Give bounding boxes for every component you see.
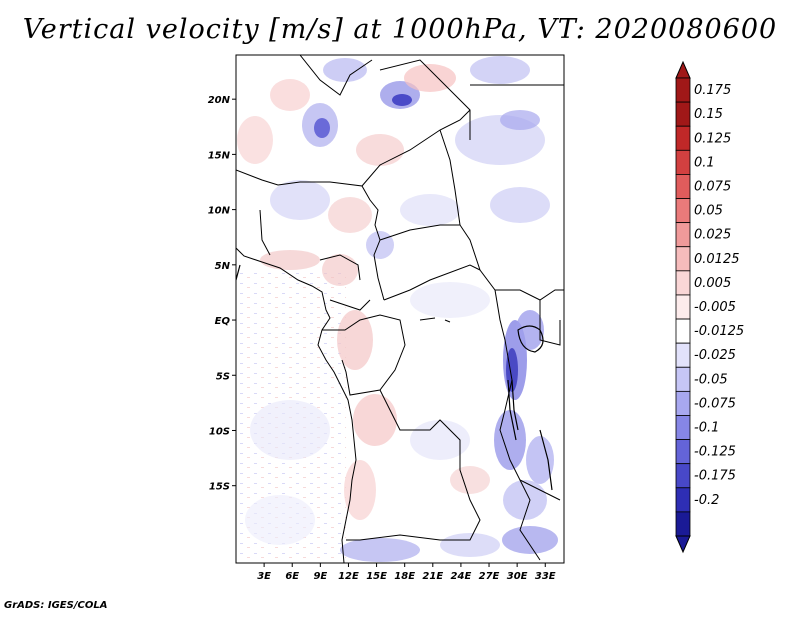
colorbar-segment — [675, 198, 691, 224]
velocity-shading — [237, 56, 558, 562]
colorbar-segment — [675, 487, 691, 513]
colorbar-label: -0.1 — [694, 421, 719, 436]
colorbar-label: 0.0125 — [694, 252, 740, 267]
colorbar-label: 0.075 — [694, 179, 731, 194]
colorbar-segment — [675, 342, 691, 368]
colorbar-segment — [675, 511, 691, 537]
colorbar-top-arrow — [675, 60, 691, 79]
colorbar-label: -0.2 — [694, 493, 719, 508]
lon-tick-label: 21E — [422, 571, 443, 582]
colorbar-label: -0.05 — [694, 372, 728, 387]
colorbar-bottom-arrow — [675, 535, 691, 554]
colorbar-segment — [675, 174, 691, 199]
colorbar-segment — [675, 246, 691, 272]
lat-tick-label: 10N — [208, 206, 231, 217]
lon-tick-label: 3E — [257, 571, 271, 582]
colorbar: 0.175 0.15 0.125 0.1 0.075 0.05 0.025 0.0125 0.0… — [675, 60, 744, 554]
colorbar-label: 0.125 — [694, 131, 731, 146]
colorbar-segment — [675, 415, 691, 440]
colorbar-label: 0.025 — [694, 228, 731, 243]
lat-tick-label: 10S — [209, 426, 230, 437]
colorbar-label: 0.175 — [694, 83, 731, 98]
colorbar-label: -0.125 — [694, 445, 736, 460]
colorbar-label: -0.005 — [694, 300, 736, 315]
lon-tick-label: 24E — [451, 571, 472, 582]
map-frame — [235, 54, 565, 564]
atlantic-coastline — [236, 247, 357, 563]
lat-tick-label: 15S — [209, 482, 230, 493]
colorbar-label: 0.15 — [694, 107, 723, 122]
colorbar-label: 0.05 — [694, 204, 723, 219]
colorbar-label: -0.075 — [694, 396, 736, 411]
country-borders — [236, 55, 564, 563]
colorbar-segment — [675, 318, 691, 344]
lat-tick-label: 15N — [208, 150, 231, 161]
latitude-axis: 20N 15N 10N 5N EQ 5S 10S 15S — [208, 95, 236, 493]
longitude-axis: 3E 6E 9E 12E 15E 18E 21E 24E 27E 30E 33E — [257, 563, 556, 582]
colorbar-label: -0.025 — [694, 348, 736, 363]
lon-tick-label: 15E — [366, 571, 387, 582]
colorbar-label: 0.005 — [694, 276, 731, 291]
lon-tick-label: 12E — [338, 571, 359, 582]
lat-tick-label: 20N — [208, 95, 231, 106]
lat-tick-label: EQ — [215, 316, 231, 327]
colorbar-segment — [675, 222, 691, 248]
lon-tick-label: 6E — [285, 571, 299, 582]
colorbar-label: 0.1 — [694, 155, 715, 170]
colorbar-label: -0.175 — [694, 469, 736, 484]
colorbar-segment — [675, 77, 691, 103]
colorbar-segment — [675, 149, 691, 175]
colorbar-segment — [675, 101, 691, 127]
colorbar-segment — [675, 294, 691, 320]
colorbar-segment — [675, 125, 691, 151]
map-plot-area — [236, 55, 564, 563]
colorbar-segment — [675, 439, 691, 465]
lon-tick-label: 30E — [507, 571, 528, 582]
map-title: Vertical velocity [m/s] at 1000hPa, VT: … — [22, 14, 778, 45]
colorbar-segment — [675, 270, 691, 296]
colorbar-segment — [675, 366, 691, 392]
lon-tick-label: 9E — [313, 571, 327, 582]
colorbar-segment — [675, 463, 691, 489]
grads-credit: GrADS: IGES/COLA — [4, 600, 108, 611]
lon-tick-label: 18E — [394, 571, 415, 582]
great-lakes — [236, 264, 553, 491]
lat-tick-label: 5N — [215, 261, 231, 272]
colorbar-label: -0.0125 — [694, 324, 744, 339]
lon-tick-label: 27E — [479, 571, 500, 582]
lon-tick-label: 33E — [535, 571, 556, 582]
lat-tick-label: 5S — [216, 371, 230, 382]
colorbar-segment — [675, 390, 691, 416]
